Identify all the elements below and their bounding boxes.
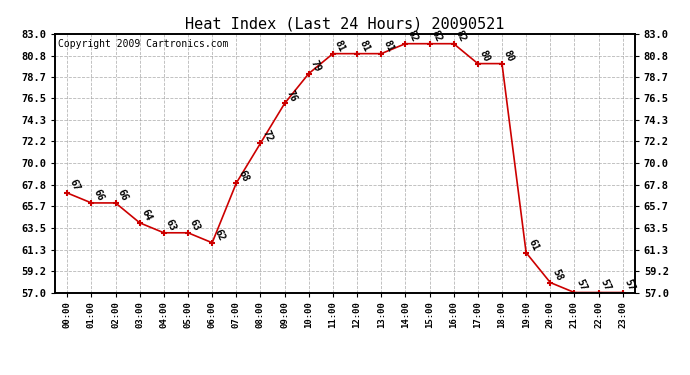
- Text: 67: 67: [68, 178, 81, 193]
- Text: 61: 61: [526, 238, 540, 253]
- Text: Copyright 2009 Cartronics.com: Copyright 2009 Cartronics.com: [58, 39, 228, 49]
- Text: 82: 82: [454, 29, 468, 44]
- Text: 72: 72: [261, 128, 275, 143]
- Text: 63: 63: [164, 218, 178, 233]
- Text: 82: 82: [429, 29, 444, 44]
- Text: 68: 68: [236, 168, 250, 183]
- Text: 66: 66: [116, 188, 130, 203]
- Text: 62: 62: [213, 228, 226, 243]
- Text: 80: 80: [477, 49, 492, 64]
- Text: 79: 79: [308, 58, 323, 74]
- Title: Heat Index (Last 24 Hours) 20090521: Heat Index (Last 24 Hours) 20090521: [186, 16, 504, 31]
- Text: 81: 81: [381, 39, 395, 54]
- Text: 57: 57: [622, 278, 637, 292]
- Text: 82: 82: [406, 29, 420, 44]
- Text: 66: 66: [91, 188, 106, 203]
- Text: 81: 81: [333, 39, 347, 54]
- Text: 63: 63: [188, 218, 202, 233]
- Text: 81: 81: [357, 39, 371, 54]
- Text: 80: 80: [502, 49, 516, 64]
- Text: 57: 57: [598, 278, 613, 292]
- Text: 58: 58: [551, 268, 564, 282]
- Text: 64: 64: [139, 208, 154, 223]
- Text: 76: 76: [284, 88, 299, 104]
- Text: 57: 57: [574, 278, 589, 292]
